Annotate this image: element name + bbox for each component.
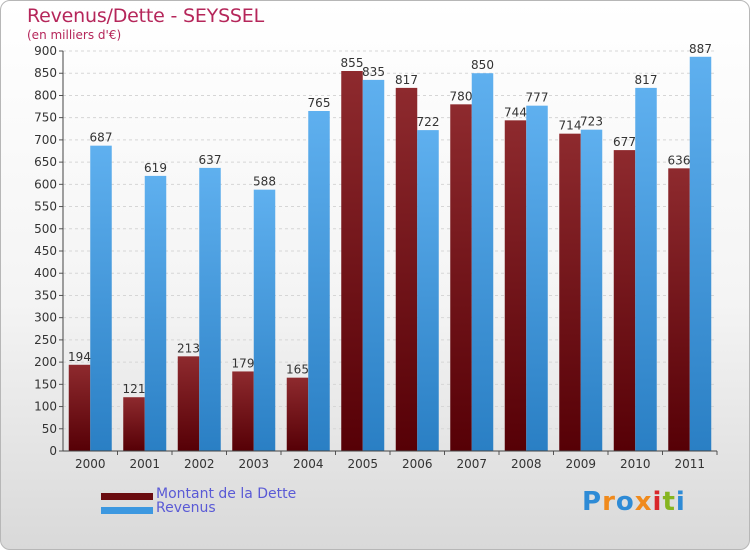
bar-revenus: [526, 105, 548, 452]
y-tick-label: 250: [34, 333, 57, 347]
data-label-revenus: 619: [144, 161, 167, 175]
data-label-dette: 636: [668, 153, 691, 167]
y-tick-label: 850: [34, 66, 57, 80]
bar-revenus: [580, 129, 603, 451]
bar-revenus: [471, 73, 494, 451]
bar-revenus: [689, 56, 712, 452]
chart-subtitle: (en milliers d'€): [27, 28, 122, 42]
data-label-revenus: 850: [471, 58, 494, 72]
bar-dette: [504, 120, 527, 451]
x-tick-label: 2001: [129, 457, 160, 471]
bar-dette: [177, 356, 200, 451]
legend-swatch-debt: [101, 493, 153, 500]
y-tick-label: 700: [34, 133, 57, 147]
y-tick-label: 900: [34, 44, 57, 58]
data-label-revenus: 835: [362, 65, 385, 79]
data-label-dette: 179: [232, 356, 255, 370]
data-label-dette: 714: [559, 119, 582, 133]
data-label-dette: 817: [395, 73, 418, 87]
logo-letter: x: [634, 487, 653, 517]
data-label-revenus: 637: [199, 153, 222, 167]
bar-dette: [559, 133, 581, 451]
bar-revenus: [635, 87, 657, 451]
logo-letter: i: [675, 487, 686, 517]
bar-dette: [123, 397, 145, 451]
logo-letter: t: [662, 487, 676, 517]
y-tick-label: 750: [34, 111, 57, 125]
logo-letter: P: [582, 487, 603, 517]
x-tick-label: 2002: [184, 457, 215, 471]
bar-revenus: [90, 145, 112, 451]
x-tick-label: 2007: [456, 457, 487, 471]
data-label-dette: 855: [341, 56, 364, 70]
data-label-revenus: 887: [689, 42, 712, 56]
y-tick-label: 600: [34, 177, 57, 191]
data-label-dette: 194: [68, 350, 91, 364]
y-tick-label: 650: [34, 155, 57, 169]
bar-revenus: [199, 167, 221, 451]
x-tick-label: 2003: [238, 457, 269, 471]
logo-letter: i: [652, 487, 663, 517]
legend-label-revenus: Revenus: [156, 500, 216, 516]
bar-dette: [613, 150, 636, 451]
y-tick-label: 450: [34, 244, 57, 258]
data-label-revenus: 723: [580, 115, 603, 129]
bar-dette: [341, 71, 363, 451]
data-label-revenus: 588: [253, 175, 276, 189]
data-label-dette: 213: [177, 341, 200, 355]
logo-letter: o: [615, 487, 635, 517]
bar-dette: [286, 377, 309, 451]
logo-letter: r: [602, 487, 616, 517]
bar-revenus: [253, 189, 276, 451]
y-tick-label: 350: [34, 288, 57, 302]
x-tick-label: 2011: [674, 457, 705, 471]
bar-revenus: [144, 175, 167, 451]
bar-revenus: [308, 111, 330, 451]
bar-revenus: [417, 130, 439, 451]
data-label-dette: 780: [450, 89, 473, 103]
x-tick-label: 2005: [347, 457, 378, 471]
x-tick-label: 2009: [565, 457, 596, 471]
y-tick-label: 300: [34, 311, 57, 325]
x-tick-label: 2000: [75, 457, 106, 471]
x-tick-label: 2008: [511, 457, 542, 471]
data-label-revenus: 817: [635, 73, 658, 87]
legend-label-debt: Montant de la Dette: [156, 486, 297, 502]
x-tick-label: 2006: [402, 457, 433, 471]
data-label-revenus: 777: [526, 91, 549, 105]
bar-dette: [395, 87, 418, 451]
y-tick-label: 100: [34, 400, 57, 414]
data-label-dette: 165: [286, 363, 309, 377]
y-tick-label: 550: [34, 200, 57, 214]
bar-dette: [668, 168, 690, 452]
chart-title: Revenus/Dette - SEYSSEL: [27, 5, 264, 27]
bar-revenus: [362, 79, 385, 451]
data-label-revenus: 687: [90, 131, 113, 145]
y-tick-label: 50: [42, 422, 57, 436]
bar-dette: [450, 104, 472, 451]
legend-swatch-revenus: [101, 507, 153, 514]
y-tick-label: 200: [34, 355, 57, 369]
data-label-dette: 677: [613, 135, 636, 149]
data-label-revenus: 722: [417, 115, 440, 129]
y-tick-label: 400: [34, 266, 57, 280]
y-tick-label: 0: [49, 444, 57, 458]
x-tick-label: 2004: [293, 457, 324, 471]
data-label-revenus: 765: [308, 96, 331, 110]
x-tick-label: 2010: [620, 457, 651, 471]
bar-dette: [68, 364, 91, 451]
y-tick-label: 150: [34, 377, 57, 391]
y-tick-label: 800: [34, 88, 57, 102]
data-label-dette: 121: [123, 382, 146, 396]
proxiti-logo: Proxiti: [582, 487, 686, 517]
data-label-dette: 744: [504, 105, 527, 119]
y-tick-label: 500: [34, 222, 57, 236]
bar-dette: [232, 371, 254, 451]
